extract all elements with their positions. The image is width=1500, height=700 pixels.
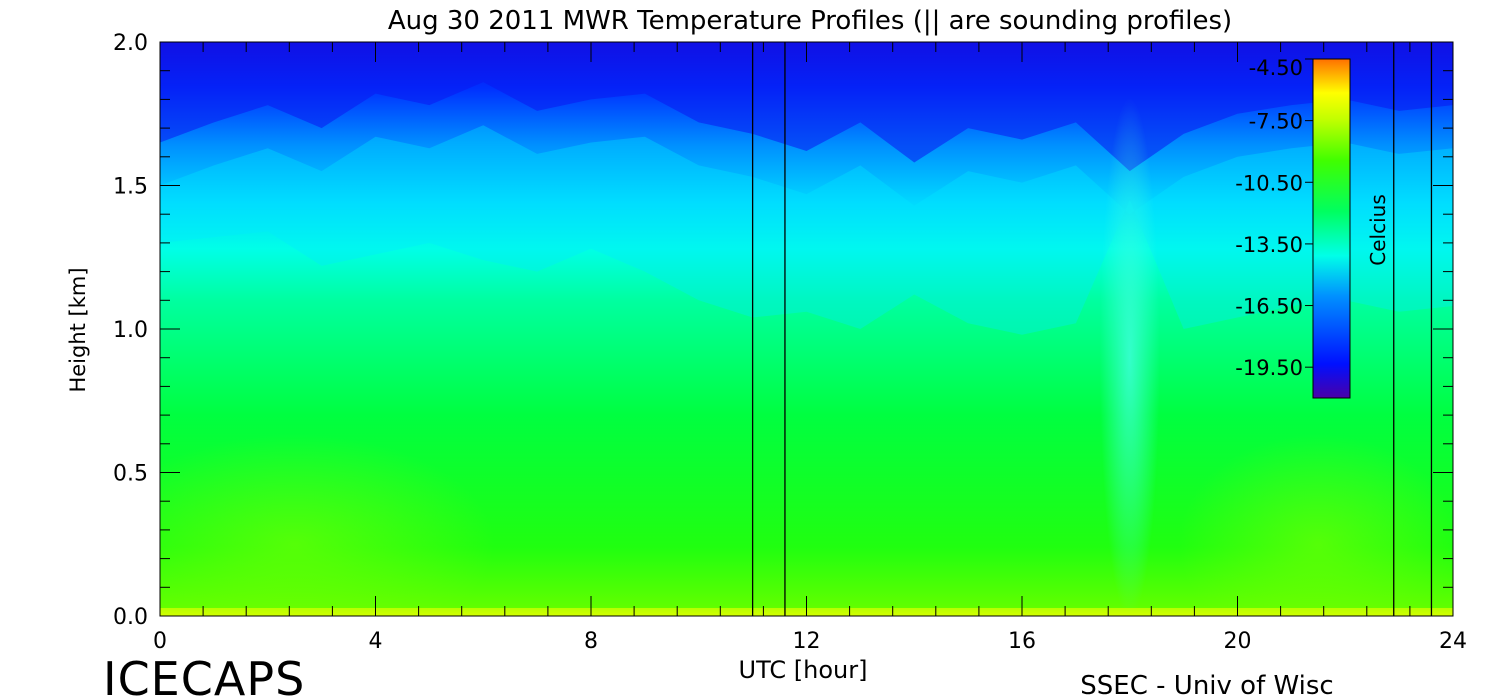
x-tick-label: 8: [584, 629, 598, 654]
x-tick-label: 4: [369, 629, 383, 654]
x-axis-label: UTC [hour]: [739, 656, 868, 684]
colorbar-tick-label: -7.50: [1249, 110, 1303, 134]
y-axis: 0.0 0.5 1.0 1.5 2.0: [113, 31, 1453, 630]
x-tick-label: 24: [1439, 629, 1467, 654]
sounding-lines: [751, 42, 1433, 616]
icecaps-logo-text: ICECAPS: [103, 652, 305, 700]
y-tick-label: 1.0: [113, 318, 148, 343]
colorbar-gradient: [1312, 58, 1351, 399]
colorbar-tick-label: -4.50: [1249, 56, 1303, 80]
y-tick-label: 0.0: [113, 605, 148, 630]
x-tick-label: 16: [1008, 629, 1036, 654]
x-axis: 0 4 8 12 16 20 24: [153, 42, 1467, 654]
colorbar-tick-label: -13.50: [1235, 233, 1303, 257]
colorbar-tick-label: -16.50: [1235, 295, 1303, 319]
ssec-credit: SSEC - Univ of Wisc: [1080, 671, 1333, 700]
colorbar-ticks: -4.50 -7.50 -10.50 -13.50 -16.50 -19.50: [1235, 56, 1313, 380]
y-tick-label: 2.0: [113, 31, 148, 56]
x-tick-label: 12: [793, 629, 821, 654]
y-tick-label: 1.5: [113, 175, 148, 200]
chart-title: Aug 30 2011 MWR Temperature Profiles (||…: [388, 6, 1232, 36]
colorbar-label: Celcius: [1366, 194, 1390, 265]
x-tick-label: 20: [1224, 629, 1252, 654]
colorbar: -4.50 -7.50 -10.50 -13.50 -16.50 -19.50 Celci…: [1235, 56, 1390, 399]
y-tick-label: 0.5: [113, 462, 148, 487]
plot-area: [160, 42, 1453, 616]
cyan-spike-18h: [1099, 97, 1160, 616]
warm-region-right: [1178, 434, 1453, 616]
colorbar-tick-label: -10.50: [1235, 171, 1303, 195]
y-axis-label: Height [km]: [66, 267, 90, 392]
x-tick-label: 0: [153, 629, 167, 654]
warm-region-left: [160, 434, 495, 616]
mid-cyan-band: [160, 125, 1453, 335]
colorbar-tick-label: -19.50: [1235, 356, 1303, 380]
